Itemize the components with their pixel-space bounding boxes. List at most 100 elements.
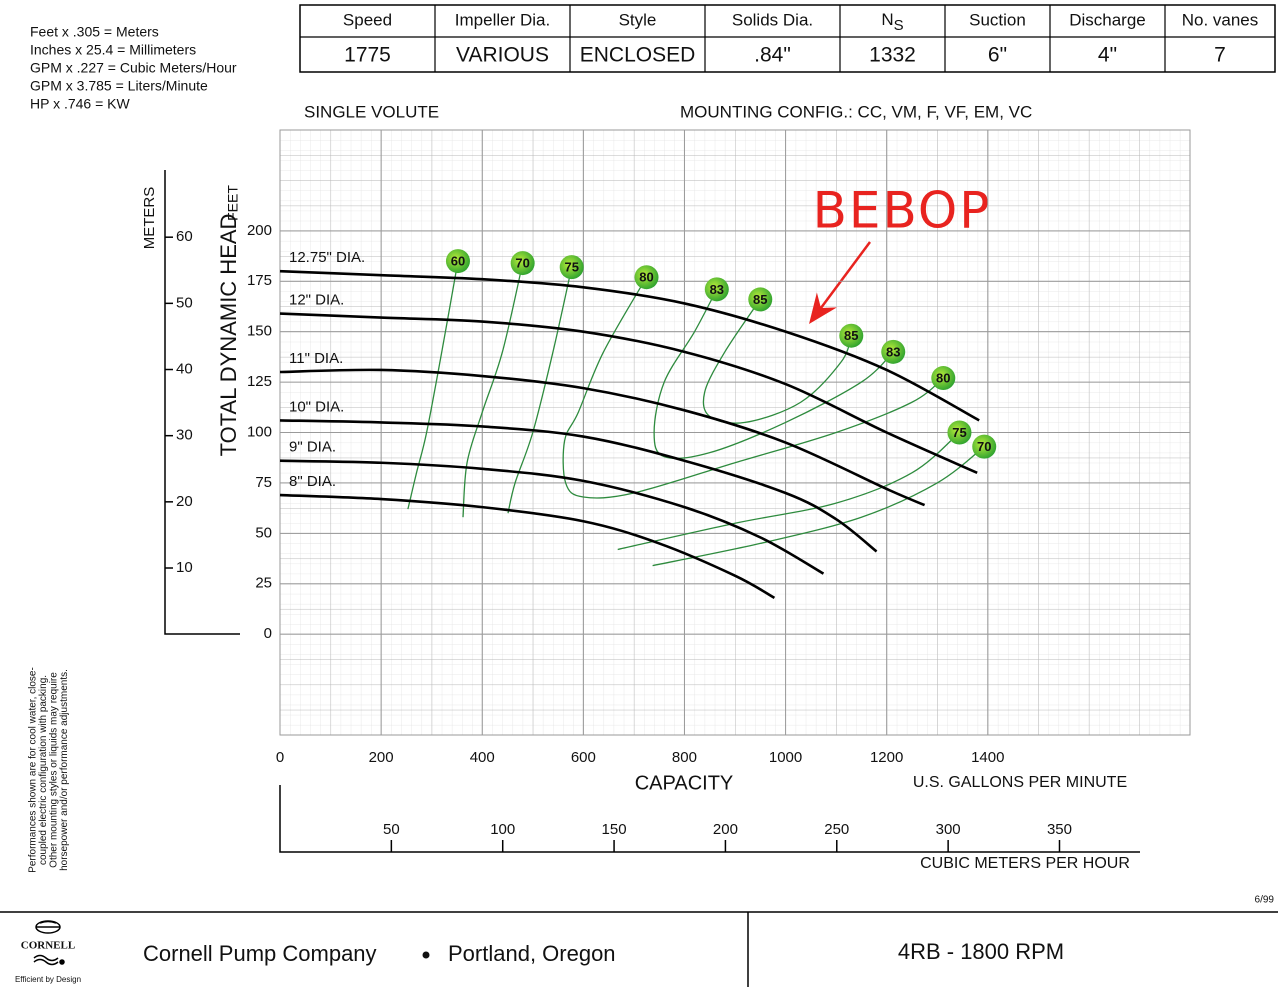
y-tick-label: 50	[255, 524, 272, 541]
efficiency-marker	[748, 287, 773, 312]
conversion: GPM x .227 = Cubic Meters/Hour	[30, 60, 237, 76]
efficiency-label: 60	[451, 254, 465, 269]
y-tick-label: 125	[247, 373, 272, 390]
y-tick-label: 25	[255, 575, 272, 592]
company: Cornell Pump Company	[143, 941, 377, 966]
x-axis-unit: U.S. GALLONS PER MINUTE	[913, 774, 1127, 791]
impeller-curve	[279, 312, 978, 475]
column-header-main: N	[881, 10, 893, 29]
efficiency-label: 85	[844, 328, 858, 343]
series-label: 8" DIA.	[289, 473, 336, 490]
y2-axis-label: METERS	[141, 187, 158, 250]
efficiency-label: 85	[753, 292, 767, 307]
conversion: Feet x .305 = Meters	[30, 24, 159, 40]
y-tick-label: 150	[247, 323, 272, 340]
efficiency-curve	[407, 260, 459, 510]
conversion: Inches x 25.4 = Millimeters	[30, 42, 196, 58]
efficiency-marker	[559, 255, 584, 280]
y-tick-label: 100	[247, 423, 272, 440]
efficiency-marker	[704, 277, 729, 302]
series-label: 11" DIA.	[289, 350, 343, 367]
efficiency-curve	[617, 432, 960, 551]
impeller-curve	[279, 269, 980, 422]
x-axis-label: CAPACITY	[635, 772, 734, 794]
column-value: 1332	[869, 44, 916, 67]
column-header: Impeller Dia.	[455, 10, 550, 29]
impeller-curve	[279, 459, 825, 575]
y-tick-label: 0	[264, 625, 272, 642]
column-header: Discharge	[1069, 10, 1146, 29]
x2-tick-label: 250	[824, 821, 849, 838]
conversion: GPM x 3.785 = Liters/Minute	[30, 78, 208, 94]
y-tick-label: 75	[255, 474, 272, 491]
annotation: BEBOP	[813, 182, 992, 240]
column-value: VARIOUS	[456, 44, 549, 67]
column-value: 6"	[988, 44, 1007, 67]
side-note: Performances shown are for cool water, c…	[28, 667, 71, 873]
x2-tick-label: 100	[490, 821, 515, 838]
y-axis-label: TOTAL DYNAMIC HEAD	[216, 214, 241, 457]
y2-tick-label: 20	[176, 493, 193, 510]
x2-tick-label: 150	[602, 821, 627, 838]
x2-tick-label: 50	[383, 821, 400, 838]
column-value: 1775	[344, 44, 391, 67]
subtitle: MOUNTING CONFIG.: CC, VM, F, VF, EM, VC	[680, 102, 1032, 121]
efficiency-label: 80	[936, 370, 950, 385]
efficiency-marker	[634, 265, 659, 290]
y2-tick-label: 50	[176, 294, 193, 311]
meters-axis	[164, 170, 240, 635]
impeller-curve	[279, 368, 926, 507]
efficiency-marker	[972, 434, 997, 459]
y-tick-label: 200	[247, 222, 272, 239]
column-value: ENCLOSED	[580, 44, 696, 67]
x-tick-label: 1000	[769, 749, 802, 766]
header-table: Speed 1775 Impeller Dia. VARIOUS Style ENCLOS…	[299, 4, 1276, 73]
x2-tick-label: 200	[713, 821, 738, 838]
column-value: 7	[1214, 44, 1226, 67]
cubic-meters-axis	[279, 785, 1140, 853]
x2-tick-label: 300	[936, 821, 961, 838]
series-label: 10" DIA.	[289, 398, 344, 415]
efficiency-label: 75	[564, 260, 578, 275]
conversion: HP x .746 = KW	[30, 96, 131, 112]
separator-dot	[422, 951, 430, 959]
side-note-line: horsepower and/or performance adjustment…	[59, 669, 70, 871]
logo-text: CORNELL	[21, 940, 75, 952]
y-tick-label: 175	[247, 272, 272, 289]
column-value: .84"	[754, 44, 791, 67]
column-header: Speed	[343, 10, 392, 29]
impeller-curve	[279, 419, 878, 553]
y2-tick-label: 10	[176, 559, 193, 576]
efficiency-marker	[839, 323, 864, 348]
subtitle: SINGLE VOLUTE	[304, 102, 439, 121]
series-label: 12" DIA.	[289, 291, 344, 308]
side-note-line: Other mounting styles or liquids may req…	[49, 672, 60, 868]
column-header: Style	[619, 10, 657, 29]
efficiency-marker	[947, 420, 972, 445]
y-axis-unit: FEET	[225, 185, 241, 221]
x-tick-label: 800	[672, 749, 697, 766]
logo-icon	[33, 920, 65, 966]
x-tick-label: 1200	[870, 749, 903, 766]
y2-tick-label: 40	[176, 360, 193, 377]
x2-axis-label: CUBIC METERS PER HOUR	[920, 855, 1130, 872]
column-header: NS	[881, 10, 903, 33]
location: Portland, Oregon	[448, 941, 616, 966]
efficiency-marker	[445, 249, 470, 274]
x2-tick-label: 350	[1047, 821, 1072, 838]
column-header: No. vanes	[1182, 10, 1259, 29]
y2-tick-label: 30	[176, 427, 193, 444]
efficiency-marker	[881, 339, 906, 364]
efficiency-marker	[931, 366, 956, 391]
efficiency-label: 70	[977, 439, 991, 454]
column-header-sub: S	[894, 17, 904, 34]
side-note-line: Performances shown are for cool water, c…	[28, 667, 39, 873]
logo-tagline: Efficient by Design	[15, 975, 81, 984]
efficiency-curve	[562, 276, 944, 499]
x-tick-label: 200	[369, 749, 394, 766]
x-tick-label: 1400	[971, 749, 1004, 766]
column-header: Suction	[969, 10, 1026, 29]
efficiency-label: 80	[639, 270, 653, 285]
efficiency-curve	[507, 266, 573, 514]
